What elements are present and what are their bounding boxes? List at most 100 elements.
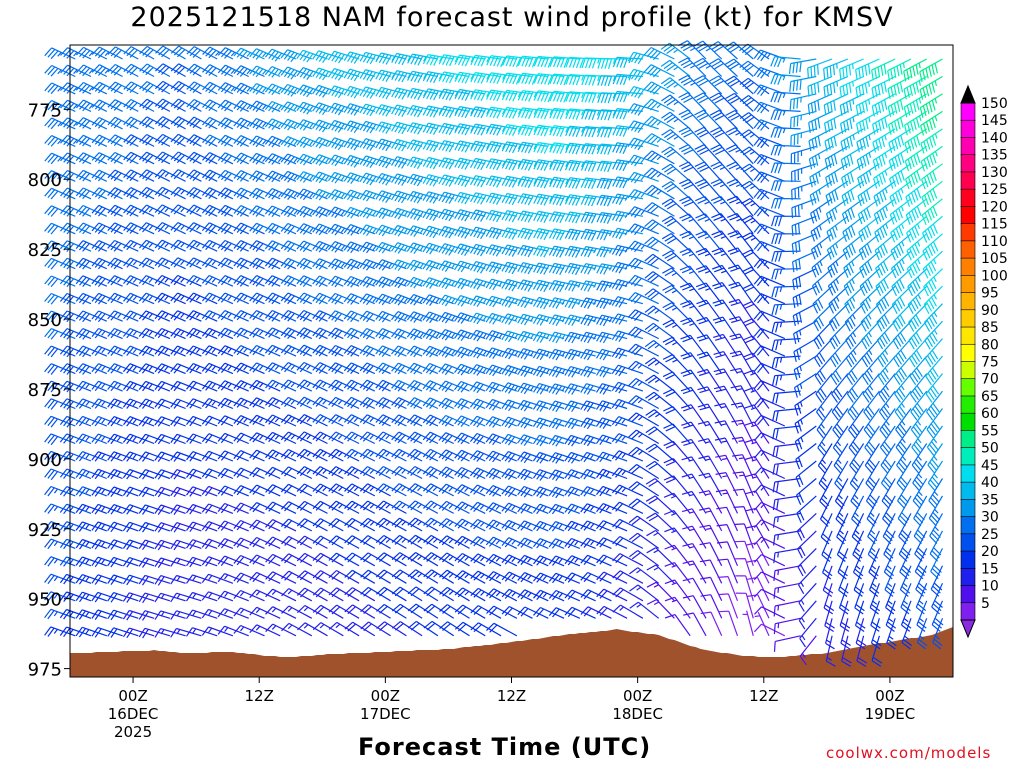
wind-barb: [890, 215, 912, 243]
wind-barb: [898, 513, 912, 545]
wind-barb: [360, 604, 391, 619]
wind-barb: [470, 72, 502, 84]
wind-barb: [517, 262, 549, 275]
wind-barb: [814, 355, 833, 386]
wind-barb: [422, 105, 454, 118]
wind-barb: [44, 99, 76, 112]
wind-barb: [789, 75, 817, 92]
wind-barb: [501, 364, 533, 377]
wind-barb: [533, 262, 565, 275]
wind-barb: [501, 313, 533, 326]
wind-barb: [715, 472, 739, 497]
wind-barb: [532, 314, 565, 326]
credit-link[interactable]: coolwx.com/models: [826, 744, 992, 762]
wind-barb: [406, 225, 439, 237]
wind-barb: [903, 58, 927, 82]
wind-barb: [233, 607, 265, 619]
wind-barb: [848, 425, 865, 457]
wind-barb: [856, 635, 868, 667]
wind-barb: [280, 518, 313, 532]
wind-barb: [407, 586, 439, 602]
wind-barb: [679, 213, 707, 235]
wind-barb: [833, 443, 849, 474]
wind-barb: [564, 383, 596, 395]
wind-barb: [792, 303, 817, 327]
colorbar-swatch: [960, 602, 976, 621]
wind-barb: [391, 224, 423, 237]
wind-barb: [392, 621, 423, 637]
wind-barb: [580, 314, 612, 327]
wind-barb: [281, 622, 313, 637]
wind-barb: [501, 244, 533, 257]
wind-barb: [454, 277, 486, 290]
wind-barb: [612, 176, 643, 189]
wind-barb: [840, 110, 864, 134]
wind-barb: [107, 204, 139, 217]
wind-barb: [916, 618, 928, 650]
wind-barb: [501, 261, 533, 275]
wind-barb: [485, 261, 517, 274]
wind-barb: [580, 160, 612, 172]
wind-barb: [517, 107, 549, 120]
wind-barb: [660, 59, 691, 77]
wind-barb: [580, 228, 612, 241]
wind-barb: [91, 99, 123, 112]
wind-barb: [875, 268, 896, 296]
colorbar-label: 20: [981, 544, 999, 560]
wind-barb: [899, 565, 912, 597]
wind-barb: [138, 557, 171, 568]
wind-barb: [359, 466, 391, 480]
wind-barb: [469, 175, 502, 188]
wind-barb: [711, 213, 738, 235]
wind-barb: [422, 156, 454, 170]
wind-barb: [501, 124, 533, 137]
wind-barb: [825, 198, 849, 224]
wind-barb: [565, 108, 596, 120]
wind-barb: [840, 128, 864, 152]
wind-barb: [280, 379, 313, 392]
wind-barb: [532, 296, 565, 310]
wind-barb: [709, 109, 738, 130]
wind-barb: [629, 567, 660, 584]
wind-barb: [328, 552, 360, 567]
wind-barb: [858, 215, 880, 243]
wind-barb: [438, 122, 470, 136]
wind-barb: [296, 414, 328, 427]
wind-barb: [662, 319, 691, 340]
wind-barb: [344, 500, 376, 514]
wind-barb: [700, 611, 723, 637]
wind-barb: [186, 169, 218, 182]
wind-barb: [895, 425, 912, 456]
wind-barb: [753, 623, 786, 637]
colorbar-swatch: [960, 240, 976, 259]
wind-barb: [580, 383, 612, 395]
wind-barb: [517, 72, 549, 85]
wind-barb: [280, 466, 313, 480]
colorbar-label: 35: [981, 492, 999, 508]
wind-barb: [376, 621, 407, 637]
wind-barb: [391, 138, 423, 152]
wind-barb: [771, 268, 801, 280]
wind-barb: [186, 134, 218, 147]
wind-barb: [628, 377, 659, 392]
wind-barb: [790, 110, 817, 129]
colorbar-swatch: [960, 309, 976, 328]
wind-barb: [911, 443, 928, 474]
wind-barb: [407, 603, 439, 619]
wind-barb: [695, 247, 723, 270]
wind-barb: [580, 348, 612, 361]
wind-barb: [893, 355, 912, 386]
wind-barb: [813, 303, 833, 332]
colorbar-swatch: [960, 464, 976, 483]
wind-barb: [565, 142, 596, 155]
wind-barb: [678, 57, 707, 77]
wind-barb: [312, 431, 344, 445]
wind-barb: [628, 463, 660, 480]
wind-barb: [611, 279, 644, 291]
wind-barb: [580, 211, 612, 224]
wind-barb: [795, 460, 817, 488]
wind-barb: [359, 51, 391, 65]
wind-barb: [846, 355, 865, 386]
wind-barb: [423, 552, 455, 567]
wind-barb: [837, 548, 849, 580]
